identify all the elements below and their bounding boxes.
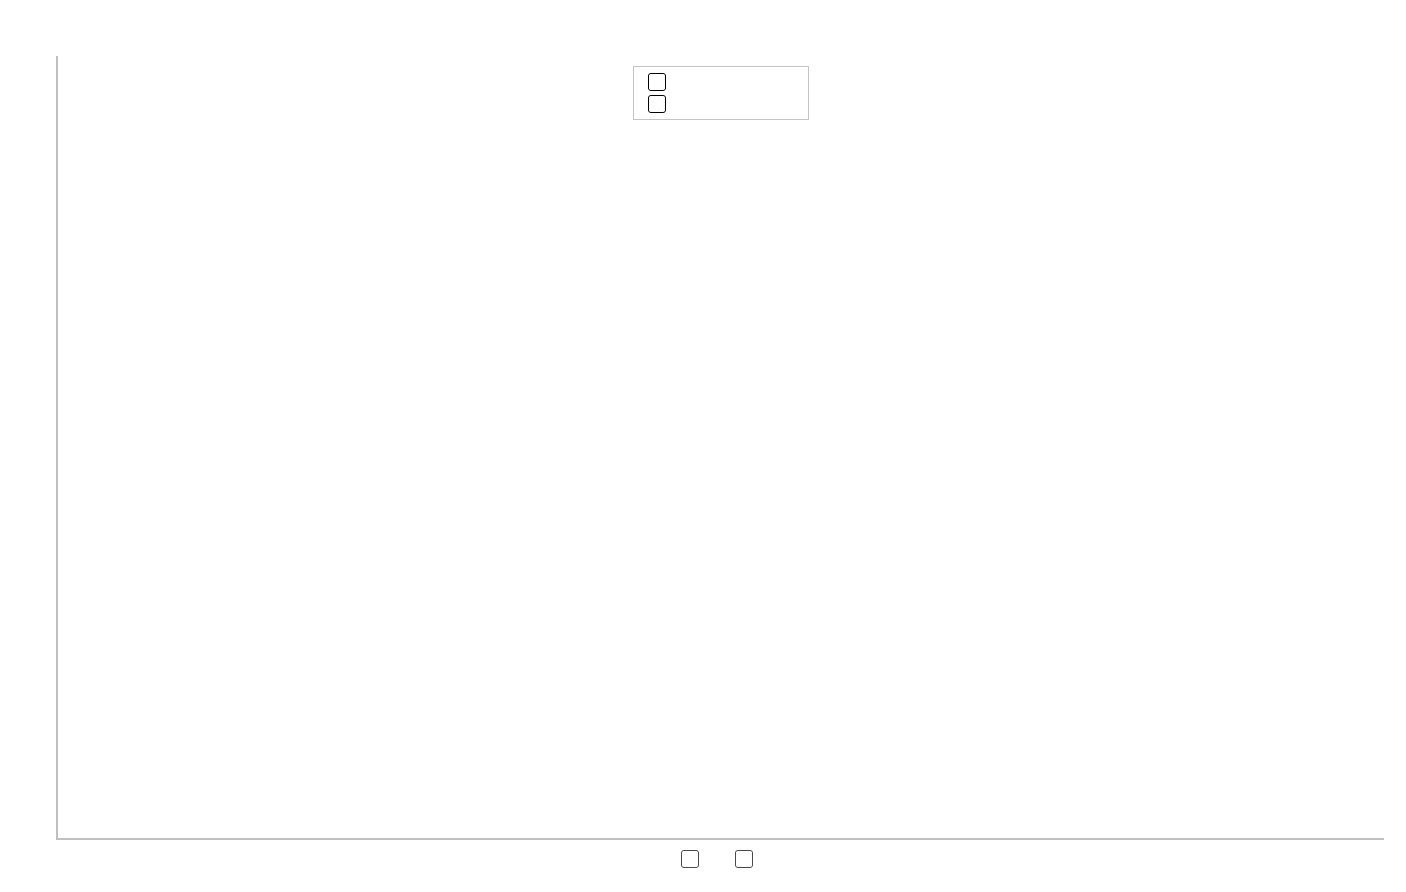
series-legend (681, 850, 761, 868)
legend-item-chinese (681, 850, 707, 868)
legend-row-french (648, 93, 794, 115)
legend-item-french (735, 850, 761, 868)
swatch-chinese-icon (648, 73, 666, 91)
scatter-plot (56, 56, 1384, 840)
swatch-french-icon (735, 850, 753, 868)
correlation-legend (633, 66, 809, 120)
legend-row-chinese (648, 71, 794, 93)
swatch-chinese-icon (681, 850, 699, 868)
swatch-french-icon (648, 95, 666, 113)
